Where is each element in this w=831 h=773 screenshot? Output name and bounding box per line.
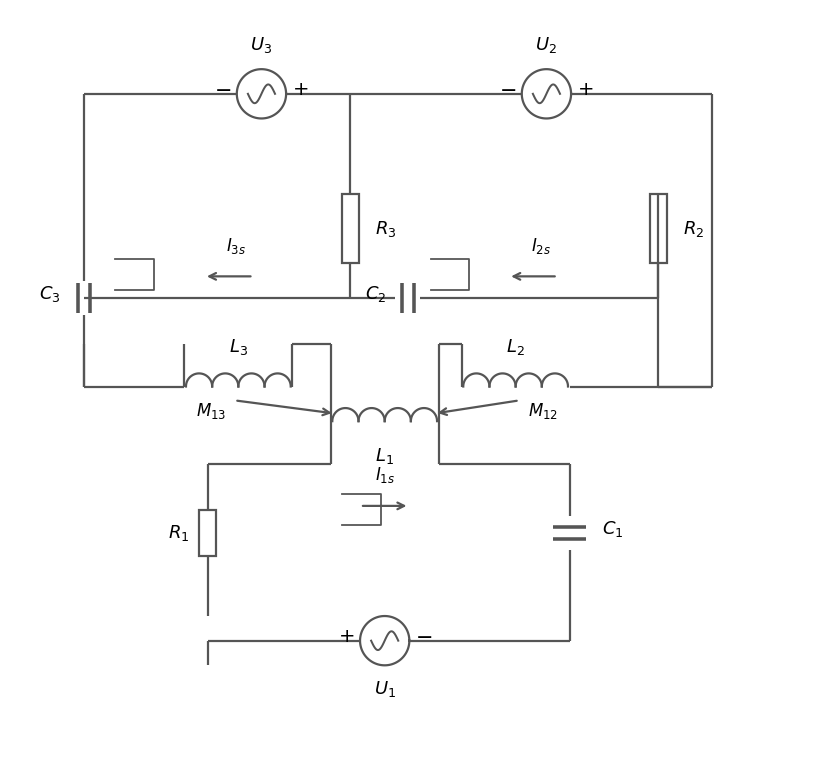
Text: $L_2$: $L_2$ bbox=[506, 337, 525, 357]
Text: $C_2$: $C_2$ bbox=[365, 284, 386, 304]
Text: $-$: $-$ bbox=[415, 626, 432, 646]
Text: $I_{3s}$: $I_{3s}$ bbox=[226, 236, 247, 256]
Bar bbox=[342, 194, 358, 264]
Text: $L_1$: $L_1$ bbox=[376, 446, 394, 466]
Text: $-$: $-$ bbox=[499, 79, 517, 99]
Text: $C_3$: $C_3$ bbox=[39, 284, 61, 304]
Text: $+$: $+$ bbox=[338, 627, 354, 645]
Text: $+$: $+$ bbox=[577, 80, 593, 99]
Bar bbox=[199, 509, 216, 556]
Text: $C_1$: $C_1$ bbox=[602, 519, 623, 539]
Text: $I_{2s}$: $I_{2s}$ bbox=[531, 236, 551, 256]
Text: $U_1$: $U_1$ bbox=[374, 679, 396, 700]
Text: $M_{13}$: $M_{13}$ bbox=[196, 401, 226, 421]
Text: $U_2$: $U_2$ bbox=[535, 36, 558, 56]
Text: $I_{1s}$: $I_{1s}$ bbox=[375, 465, 395, 485]
Text: $R_1$: $R_1$ bbox=[168, 523, 189, 543]
Text: $M_{12}$: $M_{12}$ bbox=[528, 401, 558, 421]
Text: $-$: $-$ bbox=[214, 79, 232, 99]
Text: $U_3$: $U_3$ bbox=[250, 36, 273, 56]
Text: $+$: $+$ bbox=[292, 80, 308, 99]
Text: $R_3$: $R_3$ bbox=[375, 219, 396, 239]
Bar bbox=[650, 194, 666, 264]
Text: $L_3$: $L_3$ bbox=[229, 337, 248, 357]
Text: $R_2$: $R_2$ bbox=[683, 219, 704, 239]
